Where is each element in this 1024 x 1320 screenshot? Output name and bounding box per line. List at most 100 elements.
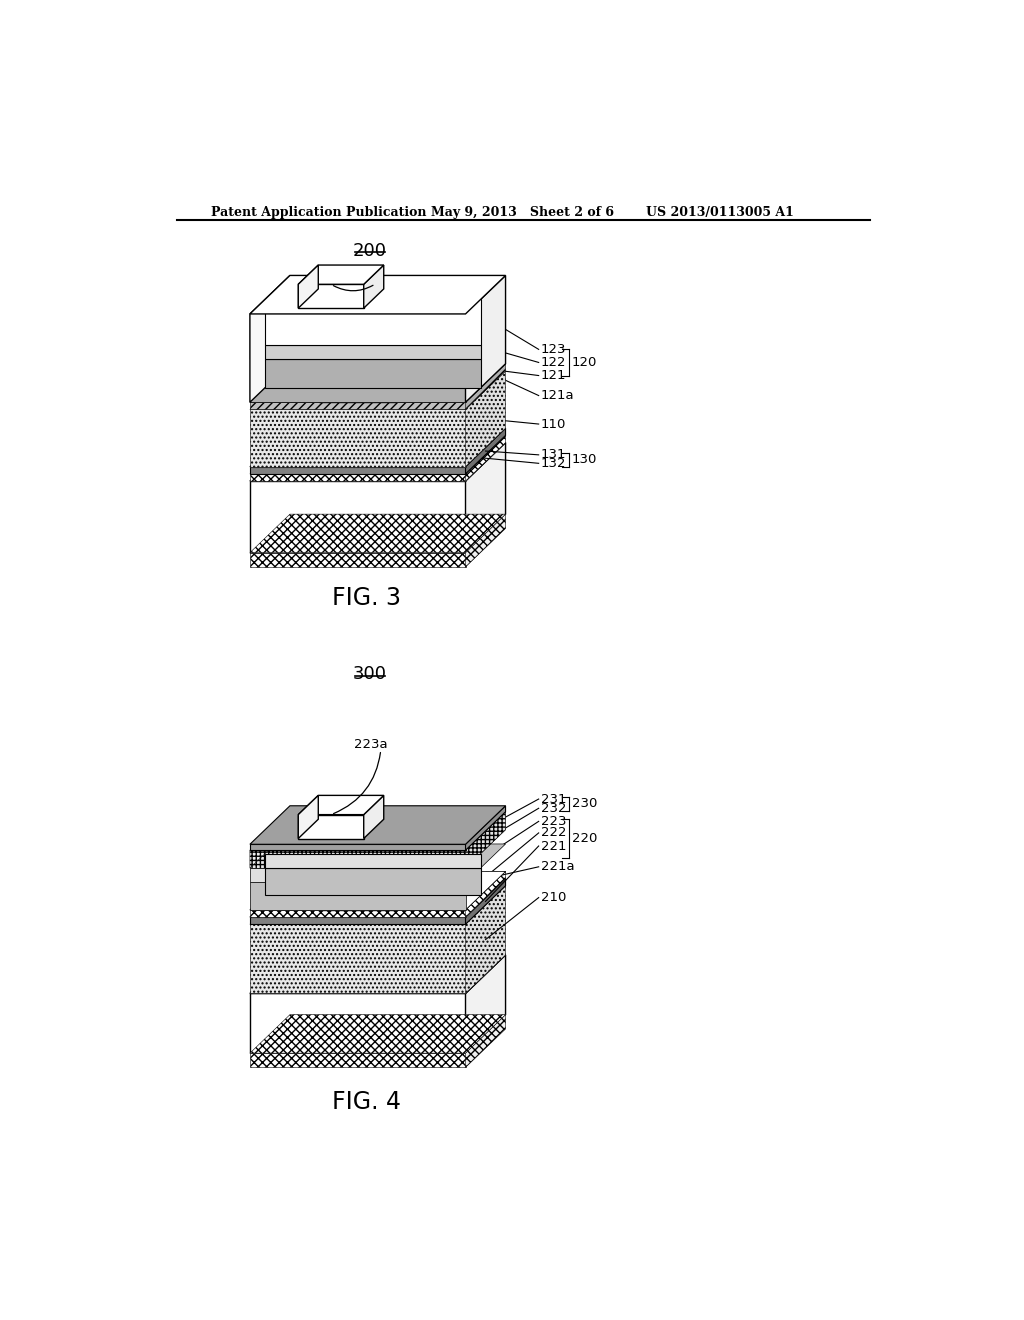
Polygon shape [250, 869, 466, 883]
Text: 300: 300 [352, 665, 386, 682]
Polygon shape [265, 830, 506, 854]
Polygon shape [250, 1015, 506, 1053]
Polygon shape [466, 871, 506, 917]
Text: 223a: 223a [354, 738, 387, 751]
Text: 222: 222 [541, 826, 566, 840]
Polygon shape [298, 265, 384, 284]
Polygon shape [364, 796, 384, 838]
Text: 121a: 121a [541, 389, 574, 403]
Text: 121: 121 [541, 370, 566, 381]
Text: 232: 232 [541, 801, 566, 814]
Polygon shape [466, 442, 506, 553]
Polygon shape [466, 276, 506, 403]
Polygon shape [250, 886, 506, 924]
Polygon shape [265, 359, 480, 388]
Polygon shape [466, 428, 506, 474]
Polygon shape [250, 314, 466, 359]
Polygon shape [250, 442, 506, 480]
Polygon shape [265, 300, 480, 345]
Polygon shape [250, 515, 506, 553]
Polygon shape [298, 284, 364, 308]
Polygon shape [396, 847, 436, 909]
Polygon shape [250, 428, 506, 467]
Polygon shape [466, 879, 506, 924]
Text: 122: 122 [541, 356, 566, 370]
Text: May 9, 2013   Sheet 2 of 6: May 9, 2013 Sheet 2 of 6 [431, 206, 613, 219]
Polygon shape [250, 403, 466, 409]
Polygon shape [250, 553, 466, 568]
Text: 131: 131 [541, 449, 566, 462]
Text: US 2013/0113005 A1: US 2013/0113005 A1 [646, 206, 795, 219]
Text: 120: 120 [571, 356, 597, 370]
Polygon shape [466, 805, 506, 850]
Polygon shape [250, 467, 466, 474]
Polygon shape [250, 805, 506, 845]
Polygon shape [466, 436, 506, 480]
Text: 123: 123 [541, 343, 566, 356]
Text: 132: 132 [541, 457, 566, 470]
Polygon shape [265, 345, 480, 359]
Polygon shape [250, 364, 359, 403]
Polygon shape [250, 994, 466, 1053]
Polygon shape [250, 480, 466, 553]
Text: 110: 110 [541, 417, 566, 430]
Polygon shape [319, 339, 359, 403]
Polygon shape [250, 871, 359, 909]
Polygon shape [298, 265, 318, 308]
Text: 221: 221 [541, 840, 566, 853]
Text: FIG. 3: FIG. 3 [333, 586, 401, 610]
Text: 200: 200 [352, 242, 386, 260]
Polygon shape [319, 339, 436, 379]
Text: 130: 130 [571, 453, 597, 466]
Polygon shape [250, 924, 466, 994]
Polygon shape [250, 812, 506, 850]
Text: 230: 230 [571, 797, 597, 810]
Polygon shape [250, 371, 506, 409]
Polygon shape [466, 515, 506, 568]
Polygon shape [466, 364, 506, 409]
Text: 231: 231 [541, 792, 566, 805]
Polygon shape [364, 265, 384, 308]
Polygon shape [466, 954, 506, 1053]
Polygon shape [265, 843, 506, 867]
Text: 220: 220 [571, 832, 597, 845]
Text: 223: 223 [541, 814, 566, 828]
Polygon shape [250, 474, 466, 480]
Polygon shape [319, 847, 436, 886]
Polygon shape [250, 879, 506, 917]
Polygon shape [250, 883, 466, 909]
Polygon shape [250, 917, 466, 924]
Polygon shape [250, 374, 466, 403]
Polygon shape [396, 339, 436, 403]
Polygon shape [319, 379, 396, 403]
Polygon shape [250, 871, 506, 909]
Text: 210: 210 [541, 891, 566, 904]
Polygon shape [250, 812, 290, 869]
Polygon shape [265, 854, 480, 867]
Polygon shape [250, 364, 506, 403]
Polygon shape [298, 796, 318, 838]
Polygon shape [250, 1053, 466, 1068]
Polygon shape [250, 845, 466, 850]
Text: FIG. 4: FIG. 4 [333, 1090, 401, 1114]
Polygon shape [319, 847, 359, 909]
Polygon shape [250, 909, 466, 917]
Polygon shape [250, 276, 290, 403]
Polygon shape [250, 954, 506, 994]
Polygon shape [250, 359, 466, 374]
Polygon shape [466, 1015, 506, 1068]
Polygon shape [250, 436, 506, 474]
Text: Patent Application Publication: Patent Application Publication [211, 206, 427, 219]
Polygon shape [265, 867, 480, 895]
Polygon shape [250, 409, 466, 467]
Text: 123a: 123a [350, 271, 384, 284]
Polygon shape [298, 796, 384, 814]
Polygon shape [298, 814, 364, 838]
Polygon shape [250, 276, 506, 314]
Polygon shape [319, 886, 396, 909]
Polygon shape [265, 321, 506, 345]
Polygon shape [396, 871, 506, 909]
Polygon shape [265, 335, 506, 359]
Polygon shape [466, 371, 506, 467]
Text: 221a: 221a [541, 861, 574, 874]
